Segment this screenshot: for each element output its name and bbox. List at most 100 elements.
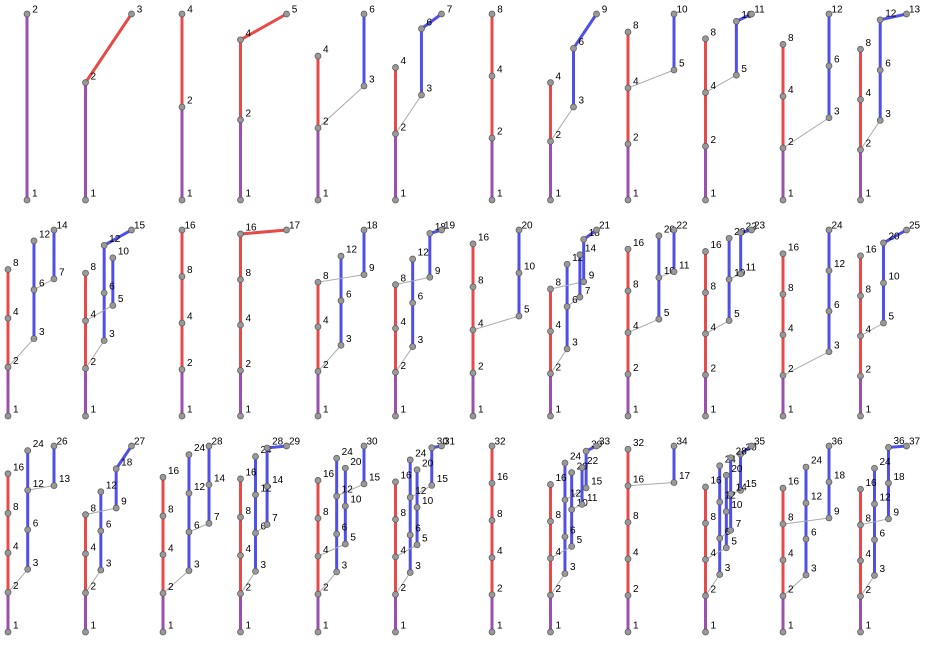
node	[159, 473, 167, 481]
node-label: 3	[811, 564, 817, 575]
node	[876, 116, 884, 124]
edge	[317, 543, 346, 557]
panel-title: 17	[289, 221, 301, 232]
node	[727, 526, 735, 534]
node	[624, 329, 632, 336]
node	[885, 515, 892, 523]
node-label: 6	[261, 522, 267, 533]
node	[4, 628, 12, 636]
node	[100, 337, 108, 344]
node	[702, 483, 709, 491]
edge	[85, 340, 105, 369]
node-label: 12	[834, 259, 846, 270]
node	[469, 326, 477, 334]
node	[178, 412, 186, 420]
panel-title: 19	[444, 221, 456, 232]
edge	[7, 338, 35, 368]
node	[515, 226, 523, 234]
node-label: 4	[246, 544, 252, 555]
node	[159, 628, 167, 636]
node	[488, 479, 496, 487]
node	[488, 72, 496, 80]
node	[624, 140, 632, 148]
node	[252, 453, 259, 460]
node	[624, 445, 632, 453]
node-label: 1	[32, 189, 38, 200]
node	[314, 412, 322, 420]
node-label: 8	[633, 21, 639, 32]
node	[825, 307, 833, 315]
node-label: 2	[788, 364, 794, 375]
node-label: 2	[633, 584, 639, 595]
node-label: 1	[401, 621, 407, 632]
node-label: 6	[885, 59, 891, 70]
node	[392, 64, 399, 71]
node	[871, 572, 878, 579]
node	[488, 628, 496, 636]
node-label: 2	[246, 582, 252, 593]
node-label: 1	[711, 621, 717, 632]
panel-title: 27	[134, 437, 146, 448]
node	[580, 278, 588, 286]
node	[128, 10, 135, 18]
node-label: 2	[91, 357, 97, 368]
edge	[627, 482, 675, 487]
node	[779, 412, 787, 420]
node	[582, 447, 590, 455]
node	[655, 315, 663, 323]
panel: 12	[23, 5, 38, 204]
edge	[84, 12, 133, 85]
edge	[572, 12, 598, 50]
node	[779, 92, 787, 100]
node	[237, 552, 244, 559]
node-label: 5	[577, 535, 583, 546]
node	[237, 590, 244, 598]
node-label: 2	[556, 584, 562, 595]
panel-title: 2	[32, 5, 38, 16]
panel: 1 2 4 8 5 10	[624, 5, 688, 204]
node	[702, 412, 709, 420]
panel-title: 21	[599, 221, 611, 232]
node	[825, 10, 833, 18]
edge	[409, 484, 433, 498]
panel-title: 7	[447, 5, 453, 16]
node	[716, 462, 724, 470]
node-label: 10	[731, 500, 743, 511]
node	[670, 66, 678, 74]
node-label: 3	[33, 558, 39, 569]
node	[568, 506, 576, 513]
edge	[33, 278, 55, 291]
panel: 12481620510112223	[702, 221, 765, 420]
node-label: 1	[788, 405, 794, 416]
node	[360, 442, 368, 450]
node	[82, 511, 89, 518]
node	[314, 477, 322, 484]
node	[857, 252, 864, 260]
node-label: 2	[633, 133, 639, 144]
node-label: 3	[579, 96, 585, 107]
node-label: 12	[194, 482, 206, 493]
node-label: 5	[422, 533, 428, 544]
node-label: 4	[187, 312, 193, 323]
node	[871, 500, 878, 508]
edge	[705, 547, 727, 560]
node	[205, 520, 213, 527]
panel: 1 2 3	[82, 5, 143, 204]
node	[82, 365, 89, 372]
node	[779, 556, 787, 564]
node	[185, 528, 193, 536]
node-label: 24	[194, 443, 206, 454]
node	[314, 514, 322, 522]
node-label: 20	[731, 464, 743, 475]
node-label: 3	[418, 335, 424, 346]
panel-title: 34	[676, 437, 688, 448]
node	[857, 332, 864, 340]
node-label: 28	[736, 446, 748, 457]
node-label: 1	[323, 405, 329, 416]
node	[30, 335, 38, 342]
node-label: 1	[497, 189, 503, 200]
panel-title: 12	[831, 5, 843, 16]
node-label: 2	[788, 137, 794, 148]
node-label: 5	[118, 294, 124, 305]
